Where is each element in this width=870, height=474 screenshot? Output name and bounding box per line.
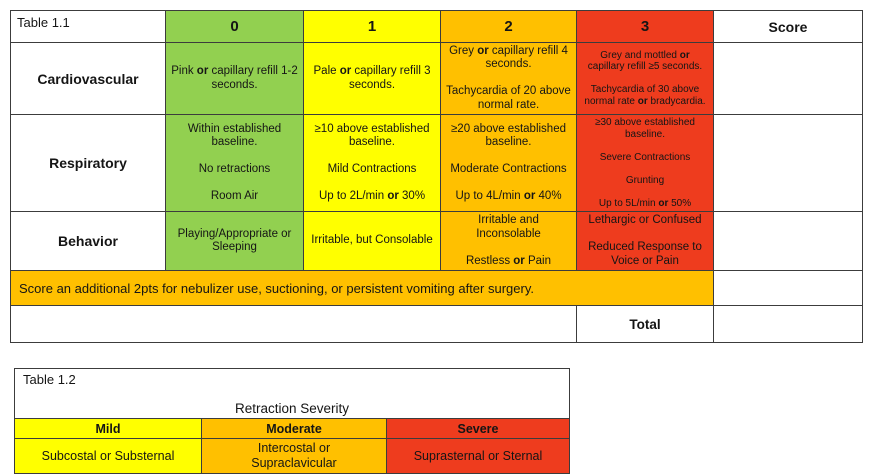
cell-cardiovascular-1: Pale or capillary refill 3 seconds. [303, 41, 441, 116]
table-1-2-header-cell: Table 1.2 Retraction Severity [14, 368, 570, 419]
header-score-1: 1 [303, 10, 441, 43]
cell-respiratory-0: Within established baseline. No retracti… [165, 114, 304, 213]
severity-level-moderate: Moderate [201, 418, 387, 439]
table-1-2-title: Table 1.2 [23, 372, 76, 387]
table-1-2: Table 1.2 Retraction Severity Mild Moder… [14, 368, 570, 474]
severity-level-severe: Severe [386, 418, 570, 439]
retraction-severity-heading: Retraction Severity [234, 401, 350, 416]
score-cell-cardiovascular [713, 41, 863, 116]
severity-desc-moderate: Intercostal or Supraclavicular [201, 438, 387, 474]
cell-respiratory-2: ≥20 above established baseline. Moderate… [440, 114, 577, 213]
header-score-0: 0 [165, 10, 304, 43]
total-label: Total [576, 305, 714, 344]
row-label-behavior: Behavior [10, 211, 166, 272]
cell-cardiovascular-0: Pink or capillary refill 1-2 seconds. [165, 41, 304, 116]
cell-cardiovascular-3: Grey and mottled or capillary refill ≥5 … [576, 41, 714, 116]
table-1-1: Table 1.1 0 1 2 3 Score Cardiovascular P… [10, 10, 863, 344]
header-score-2: 2 [440, 10, 577, 43]
row-label-cardiovascular: Cardiovascular [10, 41, 166, 116]
cell-respiratory-3: ≥30 above established baseline. Severe C… [576, 114, 714, 213]
total-spacer-cell [10, 305, 577, 344]
header-score-3: 3 [576, 10, 714, 43]
behavior-row: Behavior Playing/Appropriate or Sleeping… [10, 211, 863, 272]
score-cell-respiratory [713, 114, 863, 213]
header-row: Table 1.1 0 1 2 3 Score [10, 10, 863, 43]
banner-row: Score an additional 2pts for nebulizer u… [10, 270, 863, 307]
table-1-2-header-row: Table 1.2 Retraction Severity [14, 368, 570, 419]
table-1-1-title: Table 1.1 [10, 10, 166, 43]
severity-desc-row: Subcostal or Substernal Intercostal or S… [14, 438, 570, 474]
severity-level-mild: Mild [14, 418, 202, 439]
score-cell-total [713, 305, 863, 344]
cell-cardiovascular-2: Grey or capillary refill 4 seconds. Tach… [440, 41, 577, 116]
score-cell-banner [713, 270, 863, 307]
severity-level-row: Mild Moderate Severe [14, 418, 570, 439]
severity-desc-severe: Suprasternal or Sternal [386, 438, 570, 474]
cell-respiratory-1: ≥10 above established baseline. Mild Con… [303, 114, 441, 213]
cardiovascular-row: Cardiovascular Pink or capillary refill … [10, 41, 863, 116]
cell-behavior-1: Irritable, but Consolable [303, 211, 441, 272]
cell-behavior-0: Playing/Appropriate or Sleeping [165, 211, 304, 272]
score-cell-behavior [713, 211, 863, 272]
additional-points-banner: Score an additional 2pts for nebulizer u… [10, 270, 714, 307]
header-score-column: Score [713, 10, 863, 43]
total-row: Total [10, 305, 863, 344]
cell-behavior-3: Lethargic or Confused Reduced Response t… [576, 211, 714, 272]
cell-behavior-2: Irritable and Inconsolable Restless or P… [440, 211, 577, 272]
respiratory-row: Respiratory Within established baseline.… [10, 114, 863, 213]
row-label-respiratory: Respiratory [10, 114, 166, 213]
severity-desc-mild: Subcostal or Substernal [14, 438, 202, 474]
